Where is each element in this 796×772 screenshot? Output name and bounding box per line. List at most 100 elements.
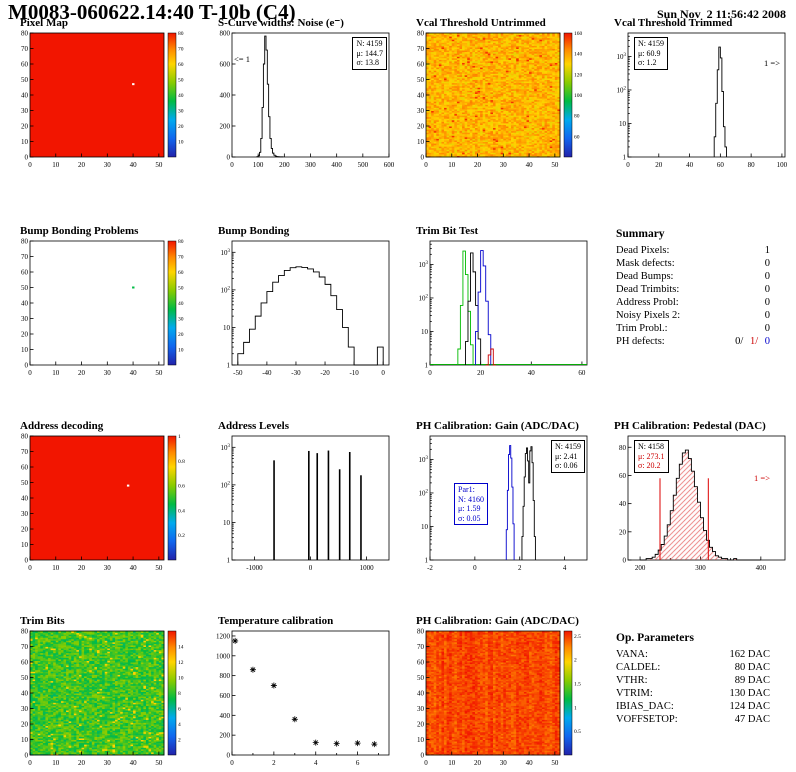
vcal-trimmed-histogram xyxy=(602,30,792,170)
summary-label: Dead Trimbits: xyxy=(616,284,680,295)
panel-trim-bit-test: Trim Bit Test xyxy=(400,224,598,419)
plot-grid: Pixel Map S-Curve widths: Noise (e⁻) N: … xyxy=(4,16,796,768)
summary-row: Dead Trimbits: 0 xyxy=(616,283,770,296)
bump-problems-heatmap xyxy=(8,238,198,378)
panel-bump-bonding: Bump Bonding xyxy=(202,224,400,419)
op-parameter-value: 80 DAC xyxy=(734,662,770,673)
stats-box-par1: Par1: N: 4160 μ: 1.59 σ: 0.05 xyxy=(454,483,488,525)
stats-box: N: 4158 μ: 273.1 σ: 20.2 xyxy=(634,440,669,473)
summary-label: Address Probl: xyxy=(616,297,679,308)
summary-row-ph-defects: PH defects: 0/ 1/ 0 xyxy=(616,335,770,348)
summary-label: PH defects: xyxy=(616,336,665,347)
summary-label: Trim Probl.: xyxy=(616,323,668,334)
ph-defects-red: 1/ xyxy=(749,336,759,347)
stat-line: σ: 20.2 xyxy=(638,461,661,470)
summary-row: Dead Bumps: 0 xyxy=(616,270,770,283)
ph-defects-blue: 0 xyxy=(764,336,770,347)
op-parameter-value: 124 DAC xyxy=(729,701,770,712)
panel-title: Vcal Threshold Trimmed xyxy=(614,17,733,29)
panel-ph-gain-hist: PH Calibration: Gain (ADC/DAC) N: 4159 μ… xyxy=(400,419,598,614)
summary-value: 0 xyxy=(764,297,770,308)
panel-trim-bits: Trim Bits xyxy=(4,614,202,768)
summary-value: 0 xyxy=(764,271,770,282)
panel-bump-bonding-problems: Bump Bonding Problems xyxy=(4,224,202,419)
stats-box: N: 4159 μ: 2.41 σ: 0.06 xyxy=(551,440,585,473)
summary-row: Noisy Pixels 2: 0 xyxy=(616,309,770,322)
panel-title: Trim Bits xyxy=(20,615,65,627)
panel-vcal-untrimmed: Vcal Threshold Untrimmed xyxy=(400,16,598,224)
trim-bits-heatmap xyxy=(8,628,198,768)
stats-box: N: 4159 μ: 144.7 σ: 13.8 xyxy=(352,37,387,70)
stat-line: N: 4158 xyxy=(638,442,664,451)
address-decoding-heatmap xyxy=(8,433,198,573)
op-parameter-row: VTRIM: 130 DAC xyxy=(616,687,770,700)
panel-title: Vcal Threshold Untrimmed xyxy=(416,17,546,29)
underflow-annotation: <= 1 xyxy=(234,54,250,64)
summary-row: Dead Pixels: 1 xyxy=(616,244,770,257)
summary-label: Dead Bumps: xyxy=(616,271,674,282)
panel-summary: Summary Dead Pixels: 1 Mask defects: 0 D… xyxy=(598,224,796,419)
stat-line: Par1: xyxy=(458,485,475,494)
summary-label: Dead Pixels: xyxy=(616,245,670,256)
panel-title: Address decoding xyxy=(20,420,104,432)
op-parameter-label: IBIAS_DAC: xyxy=(616,701,674,712)
summary-row: Mask defects: 0 xyxy=(616,257,770,270)
panel-address-decoding: Address decoding xyxy=(4,419,202,614)
op-parameter-row: IBIAS_DAC: 124 DAC xyxy=(616,700,770,713)
stat-line: σ: 0.05 xyxy=(458,513,481,523)
pixel-map-heatmap xyxy=(8,30,198,170)
op-parameter-value: 89 DAC xyxy=(734,675,770,686)
panel-vcal-trimmed: Vcal Threshold Trimmed N: 4159 μ: 60.9 σ… xyxy=(598,16,796,224)
panel-title: Bump Bonding Problems xyxy=(20,225,139,237)
summary-value: 0 xyxy=(764,258,770,269)
summary-label: Mask defects: xyxy=(616,258,675,269)
trim-bit-test-histogram xyxy=(404,238,594,378)
temperature-calibration-scatter xyxy=(206,628,396,768)
panel-op-parameters: Op. Parameters VANA: 162 DAC CALDEL: 80 … xyxy=(598,614,796,768)
op-parameter-row: VANA: 162 DAC xyxy=(616,648,770,661)
op-parameter-label: VOFFSETOP: xyxy=(616,714,678,725)
panel-scurve-noise: S-Curve widths: Noise (e⁻) N: 4159 μ: 14… xyxy=(202,16,400,224)
panel-address-levels: Address Levels xyxy=(202,419,400,614)
summary-row: Trim Probl.: 0 xyxy=(616,322,770,335)
panel-title: Pixel Map xyxy=(20,17,68,29)
op-parameter-row: VOFFSETOP: 47 DAC xyxy=(616,713,770,726)
summary-title: Summary xyxy=(616,228,665,240)
op-parameters-title: Op. Parameters xyxy=(616,632,694,644)
stat-line: N: 4160 xyxy=(458,494,484,504)
panel-title: PH Calibration: Gain (ADC/DAC) xyxy=(416,420,579,432)
ph-gain-heatmap xyxy=(404,628,594,768)
address-levels-histogram xyxy=(206,433,396,573)
ph-defects-black: 0/ xyxy=(735,336,744,347)
panel-temperature-calibration: Temperature calibration xyxy=(202,614,400,768)
op-parameter-label: CALDEL: xyxy=(616,662,661,673)
stat-line: N: 4159 xyxy=(638,39,664,48)
stat-line: N: 4159 xyxy=(356,39,383,48)
op-parameter-row: CALDEL: 80 DAC xyxy=(616,661,770,674)
panel-title: PH Calibration: Pedestal (DAC) xyxy=(614,420,766,432)
panel-pixel-map: Pixel Map xyxy=(4,16,202,224)
panel-ph-pedestal: PH Calibration: Pedestal (DAC) N: 4158 μ… xyxy=(598,419,796,614)
summary-label: Noisy Pixels 2: xyxy=(616,310,681,321)
panel-title: Trim Bit Test xyxy=(416,225,479,237)
overflow-annotation: 1 => xyxy=(754,473,770,483)
summary-value: 0 xyxy=(764,310,770,321)
stat-line: μ: 273.1 xyxy=(638,451,665,461)
stat-line: σ: 13.8 xyxy=(356,58,380,67)
stat-line: μ: 144.7 xyxy=(356,48,383,58)
overflow-annotation: 1 => xyxy=(764,58,780,68)
stat-line: μ: 1.59 xyxy=(458,504,481,513)
op-parameter-row: VTHR: 89 DAC xyxy=(616,674,770,687)
stat-line: μ: 2.41 xyxy=(555,451,578,461)
summary-row: Address Probl: 0 xyxy=(616,296,770,309)
op-parameter-label: VTRIM: xyxy=(616,688,653,699)
bump-bonding-histogram xyxy=(206,238,396,378)
page-title: M0083-060622.14:40 T-10b (C4) xyxy=(8,0,296,24)
panel-ph-gain-map: PH Calibration: Gain (ADC/DAC) xyxy=(400,614,598,768)
op-parameter-label: VTHR: xyxy=(616,675,648,686)
stat-line: N: 4159 xyxy=(555,442,581,451)
summary-value: 0 xyxy=(764,323,770,334)
panel-title: PH Calibration: Gain (ADC/DAC) xyxy=(416,615,579,627)
op-parameter-value: 130 DAC xyxy=(729,688,770,699)
ph-defects-values: 0/ 1/ 0 xyxy=(731,335,770,348)
